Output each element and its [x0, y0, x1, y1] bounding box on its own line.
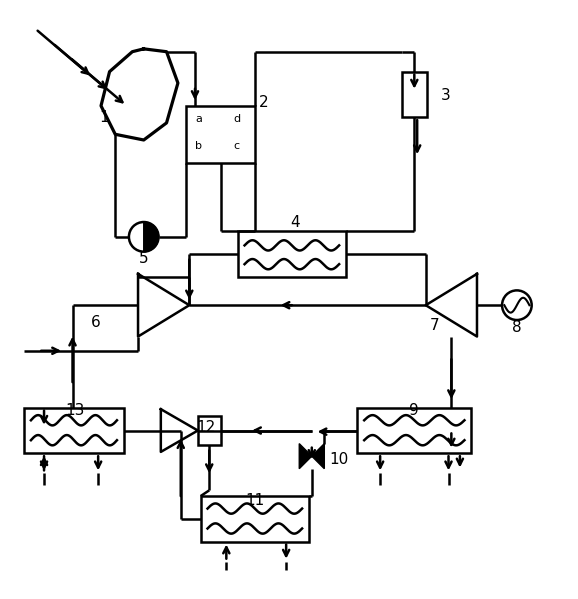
Text: 4: 4 — [290, 215, 299, 230]
Bar — [402, 72, 427, 117]
Polygon shape — [299, 444, 312, 468]
Text: 7: 7 — [429, 317, 439, 332]
Text: 12: 12 — [197, 420, 216, 435]
Text: c: c — [233, 141, 239, 151]
Text: b: b — [195, 141, 202, 151]
Text: 2: 2 — [258, 95, 268, 110]
Bar — [201, 496, 309, 541]
Bar — [187, 106, 255, 163]
Text: 5: 5 — [139, 251, 149, 266]
Polygon shape — [144, 222, 158, 252]
Text: 13: 13 — [66, 403, 85, 418]
Text: a: a — [195, 114, 202, 124]
Text: 8: 8 — [512, 320, 522, 335]
Text: d: d — [233, 114, 240, 124]
Bar — [238, 231, 346, 277]
Bar — [357, 408, 471, 453]
Text: 1: 1 — [99, 110, 109, 125]
Text: 10: 10 — [329, 452, 348, 467]
Text: 3: 3 — [441, 88, 450, 103]
Polygon shape — [312, 444, 324, 468]
Text: 11: 11 — [245, 492, 265, 507]
Bar — [24, 408, 124, 453]
Text: 9: 9 — [409, 403, 419, 418]
Bar — [198, 416, 221, 445]
Text: 6: 6 — [90, 315, 100, 330]
